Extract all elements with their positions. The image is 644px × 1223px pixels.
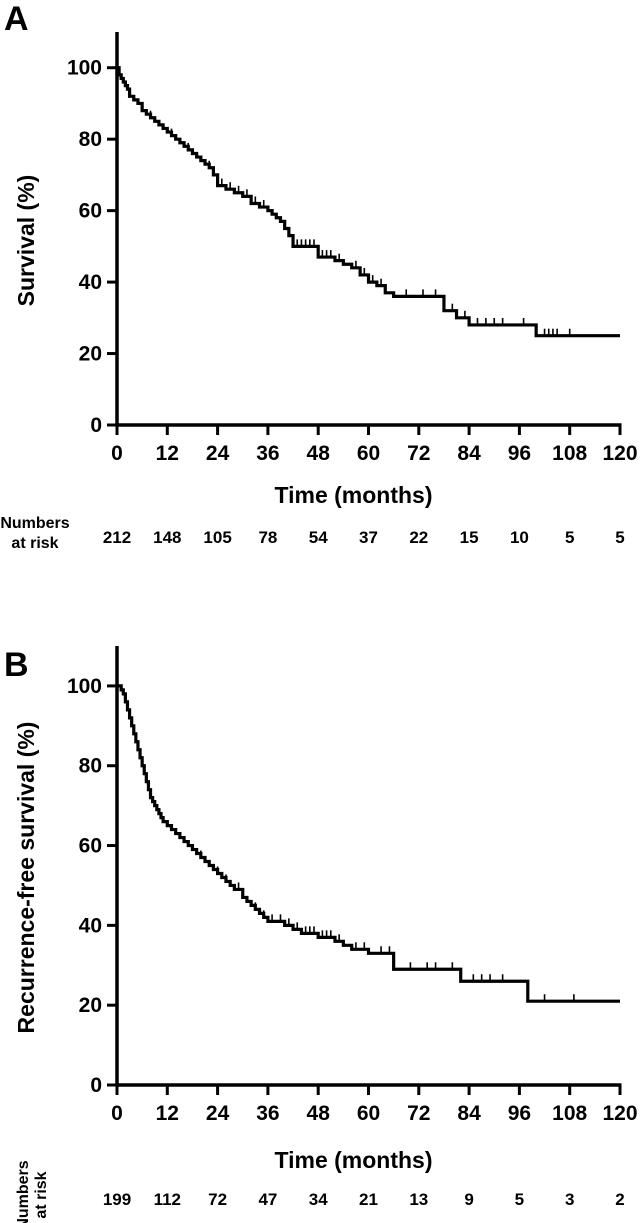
- risk-table-title: Numbers: [15, 1160, 32, 1223]
- y-tick-label: 100: [67, 675, 102, 698]
- x-axis-title: Time (months): [274, 1147, 432, 1173]
- y-tick-label: 60: [79, 200, 102, 223]
- x-tick-label: 108: [552, 442, 587, 465]
- x-tick-label: 0: [111, 1102, 123, 1125]
- x-axis-title: Time (months): [274, 482, 432, 508]
- risk-count: 105: [203, 528, 231, 547]
- x-tick-label: 96: [508, 442, 531, 465]
- x-tick-label: 72: [407, 1102, 430, 1125]
- survival-curve: [117, 66, 620, 338]
- y-tick-label: 40: [79, 271, 102, 294]
- y-axis-title: Survival (%): [13, 175, 39, 307]
- y-tick-label: 20: [79, 343, 102, 366]
- y-tick-label: 20: [79, 994, 102, 1017]
- x-tick-label: 36: [256, 1102, 279, 1125]
- panel-letter: A: [4, 0, 29, 38]
- risk-count: 9: [464, 1190, 473, 1209]
- x-tick-label: 84: [457, 1102, 481, 1125]
- x-tick-label: 120: [602, 1102, 637, 1125]
- risk-count: 5: [515, 1190, 524, 1209]
- risk-count: 2: [615, 1190, 624, 1209]
- y-tick-label: 80: [79, 755, 102, 778]
- x-tick-label: 48: [307, 1102, 331, 1125]
- x-tick-label: 12: [156, 442, 179, 465]
- risk-count: 15: [460, 528, 479, 547]
- risk-count: 13: [409, 1190, 428, 1209]
- x-tick-label: 60: [357, 1102, 380, 1125]
- x-tick-label: 24: [206, 442, 230, 465]
- y-tick-label: 0: [90, 1074, 102, 1097]
- risk-count: 22: [409, 528, 428, 547]
- risk-count: 10: [510, 528, 529, 547]
- y-tick-label: 60: [79, 835, 102, 858]
- risk-count: 34: [309, 1190, 328, 1209]
- risk-table-title: at risk: [33, 1171, 50, 1218]
- risk-count: 37: [359, 528, 378, 547]
- x-tick-label: 72: [407, 442, 430, 465]
- risk-count: 47: [258, 1190, 277, 1209]
- y-tick-label: 100: [67, 57, 102, 80]
- risk-count: 212: [103, 528, 131, 547]
- risk-count: 78: [258, 528, 277, 547]
- x-tick-label: 24: [206, 1102, 230, 1125]
- y-tick-label: 0: [90, 414, 102, 437]
- panel-a-overall-survival: A 0 20 40 60 80 100 0 12 24 36 48 60 72 84 96 108 120 Time…: [0, 0, 637, 552]
- x-tick-label: 60: [357, 442, 380, 465]
- y-axis-title: Recurrence-free survival (%): [13, 722, 39, 1034]
- risk-count: 54: [309, 528, 328, 547]
- x-tick-label: 12: [156, 1102, 179, 1125]
- x-tick-label: 36: [256, 442, 279, 465]
- risk-table-title: Numbers: [0, 515, 69, 532]
- panel-b-recurrence-free-survival: B 0 20 40 60 80 100 0 12 24 36 48 60 72 84 96 108 120 Time…: [4, 646, 638, 1223]
- risk-table-title: at risk: [11, 535, 58, 552]
- y-tick-label: 80: [79, 128, 102, 151]
- x-tick-label: 0: [111, 442, 123, 465]
- y-tick-label: 40: [79, 914, 102, 937]
- x-tick-label: 120: [602, 442, 637, 465]
- risk-count: 5: [615, 528, 624, 547]
- x-tick-label: 48: [307, 442, 331, 465]
- risk-count: 21: [359, 1190, 378, 1209]
- survival-curve: [117, 684, 620, 1003]
- panel-letter: B: [4, 646, 29, 684]
- risk-count: 72: [208, 1190, 227, 1209]
- x-tick-label: 108: [552, 1102, 587, 1125]
- risk-count: 199: [103, 1190, 131, 1209]
- risk-count: 112: [154, 1190, 181, 1209]
- x-tick-label: 96: [508, 1102, 531, 1125]
- x-tick-label: 84: [457, 442, 481, 465]
- risk-count: 3: [565, 1190, 574, 1209]
- risk-count: 148: [153, 528, 181, 547]
- risk-count: 5: [565, 528, 574, 547]
